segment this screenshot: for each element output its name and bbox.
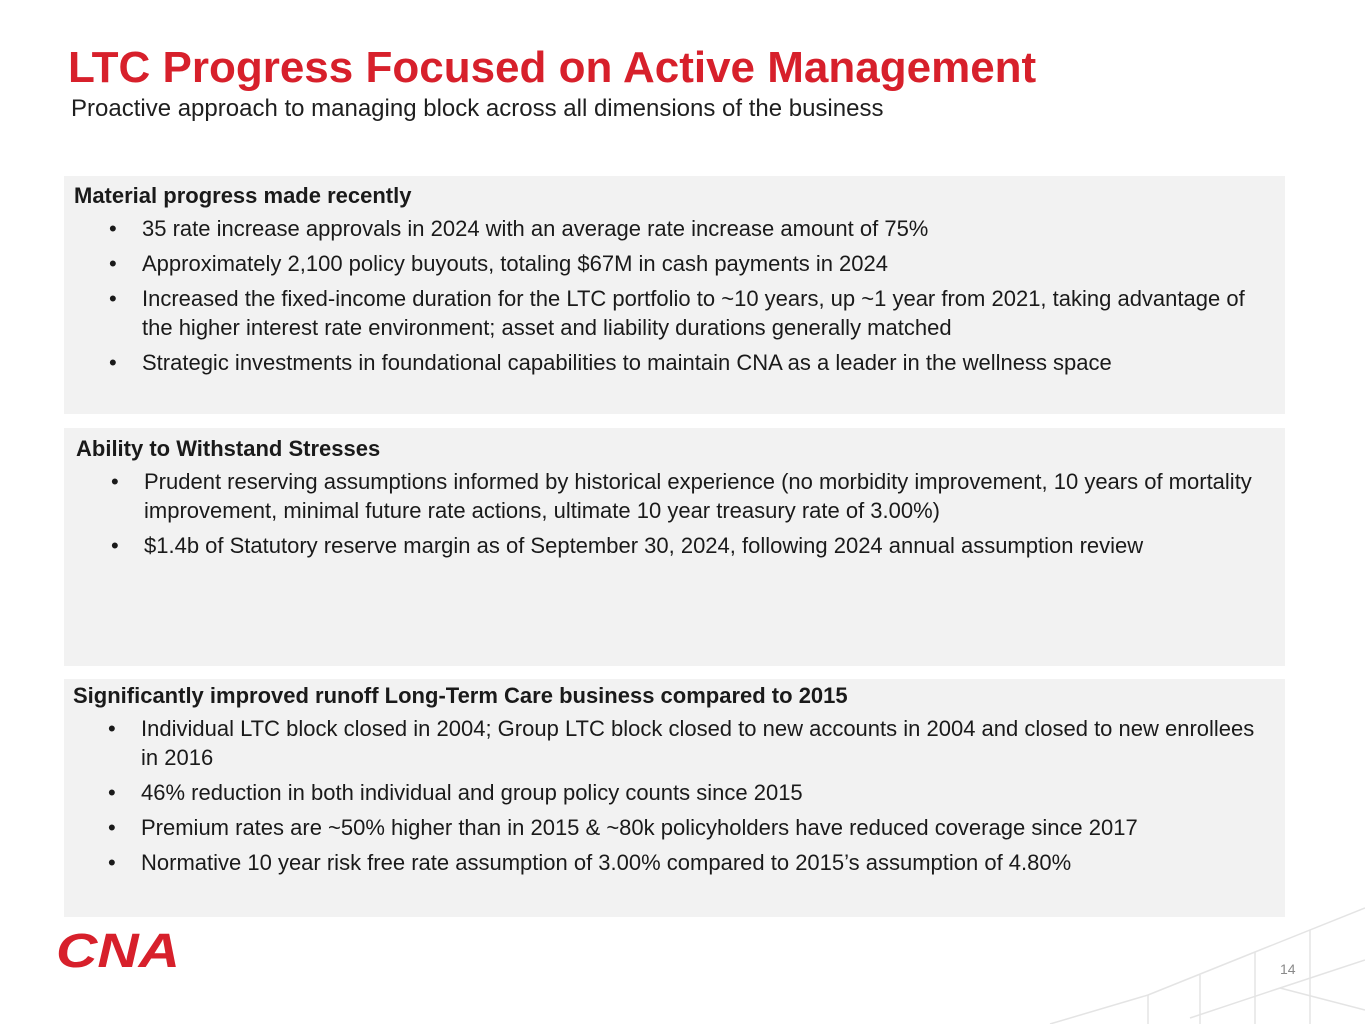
bullet-item: • 46% reduction in both individual and gr… [73,778,1285,807]
bullet-text: 46% reduction in both individual and gro… [141,780,803,805]
bullet-item: • Normative 10 year risk free rate assump… [73,848,1285,877]
bullet-text: Increased the fixed-income duration for … [142,286,1245,340]
panel-heading: Significantly improved runoff Long-Term … [73,683,848,708]
bullet-item: • Approximately 2,100 policy buyouts, tot… [74,249,1285,278]
bullet-list: • Prudent reserving assumptions informed … [76,467,1285,560]
bullet-item: • Prudent reserving assumptions informed … [76,467,1285,525]
bullet-dot-icon: • [108,716,116,741]
bullet-dot-icon: • [108,815,116,840]
bullet-dot-icon: • [108,850,116,875]
bullet-dot-icon: • [109,286,117,311]
bullet-dot-icon: • [108,780,116,805]
bullet-dot-icon: • [109,251,117,276]
panel-material-progress: Material progress made recently • 35 rate… [64,176,1285,414]
panel-heading: Ability to Withstand Stresses [76,436,381,461]
bullet-text: Strategic investments in foundational ca… [142,350,1112,375]
bullet-item: • Premium rates are ~50% higher than in 2… [73,813,1285,842]
slide-title: LTC Progress Focused on Active Managemen… [68,43,1037,92]
bullet-item: • Increased the fixed-income duration for… [74,284,1285,342]
bullet-dot-icon: • [109,350,117,375]
bullet-item: • Strategic investments in foundational c… [74,348,1285,377]
panel-withstand-stresses: Ability to Withstand Stresses • Prudent r… [64,428,1285,666]
bullet-dot-icon: • [111,533,119,558]
bullet-list: • 35 rate increase approvals in 2024 with… [74,214,1285,377]
bullet-text: Approximately 2,100 policy buyouts, tota… [142,251,888,276]
slide-subtitle: Proactive approach to managing block acr… [71,95,884,122]
cna-logo: CNA [56,928,180,970]
bullet-text: Prudent reserving assumptions informed b… [144,469,1252,523]
bullet-text: Premium rates are ~50% higher than in 20… [141,815,1138,840]
panel-improved-runoff: Significantly improved runoff Long-Term … [64,679,1285,917]
bullet-item: • $1.4b of Statutory reserve margin as of… [76,531,1285,560]
logo-text: CNA [56,928,180,970]
bullet-text: Individual LTC block closed in 2004; Gro… [141,716,1255,770]
bullet-dot-icon: • [109,216,117,241]
bullet-item: • Individual LTC block closed in 2004; Gr… [73,714,1285,772]
page-number: 14 [1280,961,1296,977]
decorative-grid [1049,907,1365,1024]
bullet-dot-icon: • [111,469,119,494]
bullet-text: Normative 10 year risk free rate assumpt… [141,850,1072,875]
panel-heading: Material progress made recently [74,183,412,208]
bullet-list: • Individual LTC block closed in 2004; Gr… [73,714,1285,877]
bullet-text: 35 rate increase approvals in 2024 with … [142,216,929,241]
bullet-text: $1.4b of Statutory reserve margin as of … [144,533,1144,558]
bullet-item: • 35 rate increase approvals in 2024 with… [74,214,1285,243]
